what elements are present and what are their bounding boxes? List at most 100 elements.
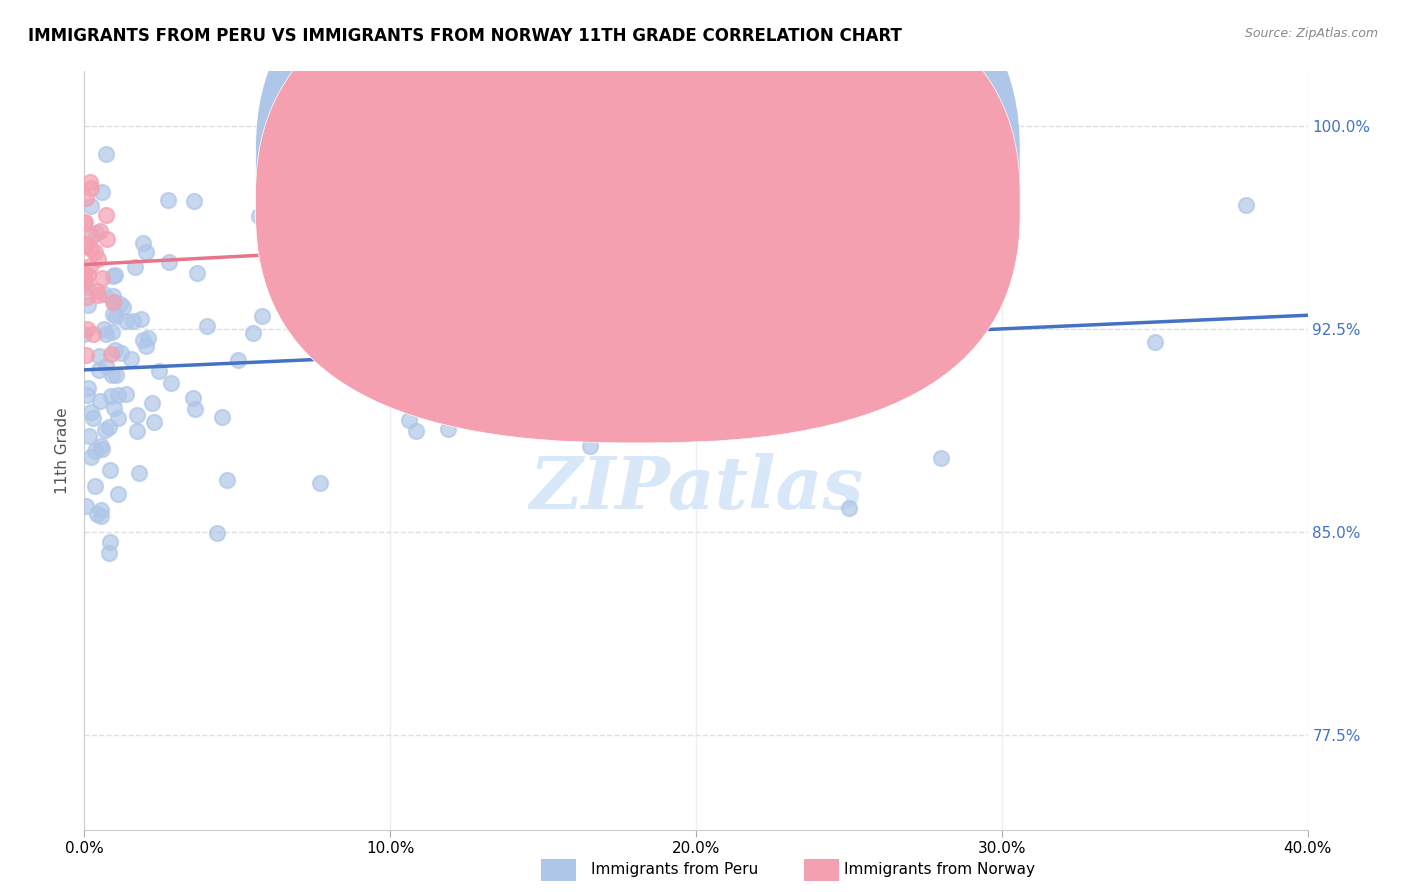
Point	[412, 283, 434, 297]
Point	[75, 238, 97, 252]
Point	[75, 348, 97, 362]
Point	[80, 450, 103, 464]
Point	[73, 326, 96, 341]
Point	[131, 333, 153, 347]
Point	[124, 260, 146, 274]
Text: N =: N =	[776, 147, 810, 162]
Point	[508, 226, 530, 240]
Point	[537, 303, 560, 318]
Point	[129, 312, 152, 326]
Point	[211, 409, 233, 424]
Point	[94, 208, 117, 222]
Point	[103, 295, 125, 310]
Point	[90, 271, 112, 285]
Point	[581, 426, 603, 441]
Point	[100, 389, 122, 403]
Point	[104, 343, 127, 358]
Point	[250, 309, 273, 323]
Point	[1236, 198, 1258, 212]
Point	[569, 320, 592, 334]
Point	[75, 236, 97, 251]
Point	[183, 194, 205, 208]
Point	[86, 285, 108, 299]
Point	[991, 249, 1014, 263]
FancyBboxPatch shape	[605, 120, 972, 238]
Point	[652, 347, 675, 361]
Point	[90, 440, 112, 454]
Point	[226, 353, 249, 368]
Point	[156, 193, 179, 207]
Point	[93, 322, 115, 336]
Point	[77, 381, 100, 395]
Point	[195, 319, 218, 334]
Point	[105, 309, 128, 323]
Point	[125, 424, 148, 438]
Point	[114, 387, 136, 401]
Point	[101, 326, 124, 340]
Point	[77, 429, 100, 443]
Point	[128, 466, 150, 480]
Point	[83, 478, 105, 492]
Text: 29: 29	[837, 193, 856, 208]
Point	[242, 326, 264, 340]
Point	[160, 376, 183, 391]
Point	[90, 508, 112, 523]
Point	[579, 439, 602, 453]
Text: 0.410: 0.410	[690, 193, 733, 208]
Point	[89, 393, 111, 408]
Point	[98, 534, 121, 549]
Point	[101, 269, 124, 284]
Point	[79, 259, 101, 273]
Point	[82, 411, 104, 425]
Point	[579, 383, 602, 397]
Point	[80, 405, 103, 419]
Point	[100, 347, 122, 361]
Point	[84, 443, 107, 458]
Point	[89, 224, 111, 238]
Point	[110, 345, 132, 359]
Point	[120, 351, 142, 366]
Point	[76, 268, 98, 282]
Point	[929, 450, 952, 465]
Point	[94, 359, 117, 373]
Point	[1143, 335, 1166, 350]
Point	[747, 318, 769, 333]
Point	[96, 147, 118, 161]
Point	[76, 279, 98, 293]
Point	[76, 322, 98, 336]
Point	[186, 266, 208, 280]
Point	[73, 214, 96, 228]
Point	[107, 410, 129, 425]
Point	[73, 275, 96, 289]
Point	[73, 266, 96, 280]
Point	[122, 313, 145, 327]
Point	[141, 396, 163, 410]
Point	[125, 409, 148, 423]
Point	[135, 339, 157, 353]
Y-axis label: 11th Grade: 11th Grade	[55, 407, 70, 494]
Text: 106: 106	[837, 147, 866, 162]
Point	[103, 294, 125, 309]
Point	[94, 326, 117, 341]
Point	[516, 251, 538, 265]
Point	[87, 252, 110, 266]
Point	[103, 307, 125, 321]
Point	[991, 207, 1014, 221]
Point	[93, 287, 115, 301]
Point	[115, 314, 138, 328]
Point	[136, 331, 159, 345]
Point	[80, 181, 103, 195]
Point	[80, 199, 103, 213]
Text: Immigrants from Norway: Immigrants from Norway	[844, 863, 1035, 877]
Point	[108, 297, 131, 311]
Point	[105, 368, 128, 382]
Point	[207, 525, 229, 540]
Point	[90, 503, 112, 517]
Point	[107, 487, 129, 501]
Text: 0.181: 0.181	[690, 147, 733, 162]
Point	[436, 422, 458, 436]
Point	[838, 501, 860, 516]
Point	[101, 289, 124, 303]
Point	[86, 227, 108, 241]
Text: R =: R =	[628, 193, 662, 208]
